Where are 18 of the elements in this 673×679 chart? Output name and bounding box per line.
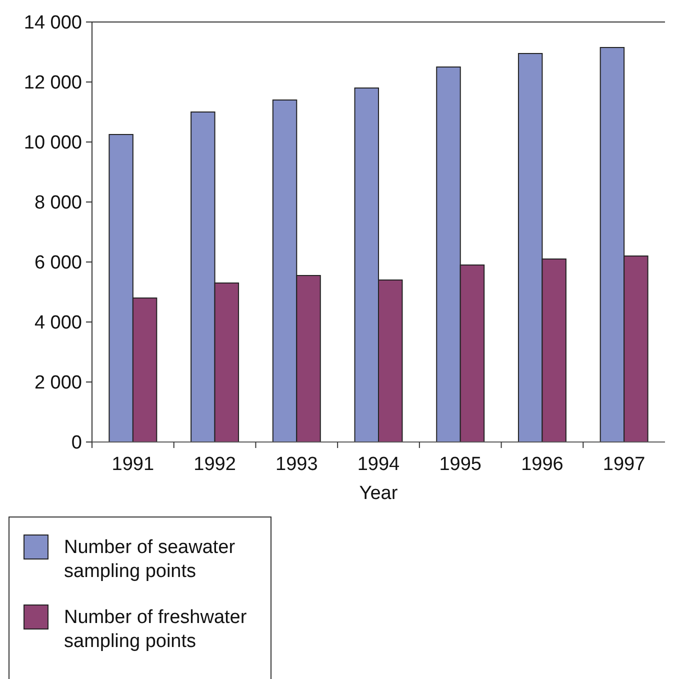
x-tick-label: 1993 <box>276 454 318 475</box>
y-tick-label: 0 <box>71 432 82 454</box>
x-tick-label: 1996 <box>521 454 564 475</box>
y-tick-label: 12 000 <box>24 72 82 94</box>
legend-label: Number of freshwater sampling points <box>64 607 248 652</box>
x-tick-label: 1995 <box>439 454 482 475</box>
y-tick-label: 14 000 <box>24 12 82 34</box>
x-tick-label: 1994 <box>357 454 400 475</box>
legend-label: Number of seawater sampling points <box>64 537 236 582</box>
x-tick-label: 1997 <box>602 454 646 475</box>
y-tick-label: 10 000 <box>24 132 82 154</box>
y-tick-label: 4 000 <box>34 312 82 334</box>
y-tick-label: 8 000 <box>34 192 82 214</box>
y-tick-label: 6 000 <box>34 252 82 274</box>
x-axis-title: Year <box>359 483 398 504</box>
y-tick-label: 2 000 <box>34 372 82 394</box>
x-tick-label: 1991 <box>112 454 154 475</box>
x-tick-label: 1992 <box>194 454 236 475</box>
